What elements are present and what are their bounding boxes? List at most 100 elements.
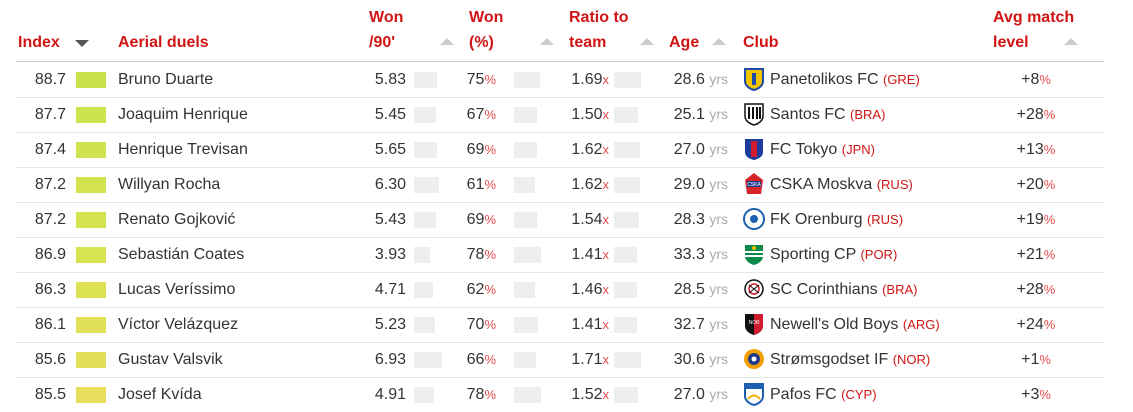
header-won-90-line2[interactable]: /90' [369, 34, 396, 51]
club-name[interactable]: SC Corinthians (BRA) [770, 272, 917, 307]
ratio-number: 1.41 [571, 316, 603, 333]
pct-unit: % [484, 282, 496, 297]
header-aerial-duels[interactable]: Aerial duels [118, 34, 209, 51]
club-name[interactable]: FC Tokyo (JPN) [770, 132, 875, 167]
ratio-bar [614, 142, 640, 158]
index-bar [76, 72, 106, 88]
header-won-90-line1[interactable]: Won [369, 9, 404, 26]
table-row[interactable]: 88.7 Bruno Duarte 5.83 75% 1.69x 28.6 yr… [16, 62, 1104, 98]
ratio-bar [614, 247, 637, 263]
table-row[interactable]: 86.3 Lucas Veríssimo 4.71 62% 1.46x 28.5… [16, 272, 1104, 308]
player-name[interactable]: Joaquim Henrique [118, 106, 248, 123]
x-unit: x [602, 387, 610, 402]
player-name[interactable]: Gustav Valsvik [118, 351, 223, 368]
pct-unit: % [1043, 142, 1056, 157]
sort-icon-ratio[interactable] [640, 38, 654, 45]
won-pct-number: 67 [466, 106, 485, 123]
table-row[interactable]: 86.1 Víctor Velázquez 5.23 70% 1.41x 32.… [16, 307, 1104, 343]
player-name[interactable]: Sebastián Coates [118, 246, 245, 263]
club-name[interactable]: Pafos FC (CYP) [770, 377, 877, 412]
table-row[interactable]: 87.2 Willyan Rocha 6.30 61% 1.62x 29.0 y… [16, 167, 1104, 203]
x-unit: x [602, 317, 610, 332]
table-row[interactable]: 85.5 Josef Kvída 4.91 78% 1.52x 27.0 yrs… [16, 377, 1104, 412]
yrs-unit: yrs [709, 71, 728, 87]
header-age[interactable]: Age [669, 34, 700, 51]
index-bar [76, 352, 106, 368]
pct-unit: % [484, 142, 496, 157]
won-pct-number: 69 [466, 211, 485, 228]
header-ratio-line1[interactable]: Ratio to [569, 9, 629, 26]
table-row[interactable]: 86.9 Sebastián Coates 3.93 78% 1.41x 33.… [16, 237, 1104, 273]
header-avg-line2[interactable]: level [993, 34, 1029, 51]
sort-icon-avg[interactable] [1064, 38, 1078, 45]
ratio-value: 1.46x [556, 272, 609, 307]
club-country: (BRA) [882, 282, 918, 297]
age-number: 25.1 [673, 106, 705, 123]
won-90-value: 5.45 [374, 106, 406, 123]
club-country: (CYP) [841, 387, 877, 402]
svg-text:NOB: NOB [749, 320, 761, 326]
table-row[interactable]: 87.4 Henrique Trevisan 5.65 69% 1.62x 27… [16, 132, 1104, 168]
pct-unit: % [1043, 247, 1056, 262]
player-name[interactable]: Renato Gojković [118, 211, 236, 228]
club-name[interactable]: Santos FC (BRA) [770, 97, 885, 132]
ratio-bar [614, 387, 638, 403]
sort-icon-won-90[interactable] [440, 38, 454, 45]
index-bar [76, 387, 106, 403]
avg-level-number: +8 [1021, 71, 1040, 88]
table-row[interactable]: 87.2 Renato Gojković 5.43 69% 1.54x 28.3… [16, 202, 1104, 238]
index-bar [76, 142, 106, 158]
club-name[interactable]: FK Orenburg (RUS) [770, 202, 903, 237]
player-name[interactable]: Willyan Rocha [118, 176, 221, 193]
player-name[interactable]: Víctor Velázquez [118, 316, 239, 333]
club-name[interactable]: Strømsgodset IF (NOR) [770, 342, 930, 377]
won-pct-bar [514, 317, 538, 333]
ratio-value: 1.69x [556, 62, 609, 97]
won-pct-bar [514, 212, 537, 228]
player-name[interactable]: Henrique Trevisan [118, 141, 248, 158]
sort-desc-icon[interactable] [75, 40, 89, 47]
club-name[interactable]: Newell's Old Boys (ARG) [770, 307, 940, 342]
header-avg-line1[interactable]: Avg match [993, 9, 1075, 26]
won-90-value: 3.93 [374, 246, 406, 263]
club-name[interactable]: Panetolikos FC (GRE) [770, 62, 920, 97]
yrs-unit: yrs [709, 351, 728, 367]
table-row[interactable]: 85.6 Gustav Valsvik 6.93 66% 1.71x 30.6 … [16, 342, 1104, 378]
header-won-pct-line1[interactable]: Won [469, 9, 504, 26]
pct-unit: % [484, 177, 496, 192]
age-value: 33.3 yrs [656, 237, 728, 272]
avg-level-number: +24 [1016, 316, 1044, 333]
avg-level-value: +28% [1016, 272, 1056, 307]
club-name[interactable]: CSKA Moskva (RUS) [770, 167, 913, 202]
header-index[interactable]: Index [18, 34, 60, 51]
club-country: (BRA) [850, 107, 886, 122]
won-90-value: 6.30 [374, 176, 406, 193]
age-value: 28.5 yrs [656, 272, 728, 307]
age-value: 25.1 yrs [656, 97, 728, 132]
sort-icon-age[interactable] [712, 38, 726, 45]
pct-unit: % [484, 317, 496, 332]
yrs-unit: yrs [709, 316, 728, 332]
won-pct-value: 69% [456, 202, 496, 237]
ratio-value: 1.62x [556, 132, 609, 167]
header-ratio-line2[interactable]: team [569, 34, 607, 51]
won-pct-value: 69% [456, 132, 496, 167]
player-name[interactable]: Lucas Veríssimo [118, 281, 236, 298]
age-number: 32.7 [673, 316, 705, 333]
club-label: Panetolikos FC [770, 71, 879, 88]
player-name[interactable]: Bruno Duarte [118, 71, 214, 88]
yrs-unit: yrs [709, 176, 728, 192]
pct-unit: % [484, 352, 496, 367]
header-won-pct-line2[interactable]: (%) [469, 34, 494, 51]
club-name[interactable]: Sporting CP (POR) [770, 237, 897, 272]
header-club[interactable]: Club [743, 34, 779, 51]
ratio-number: 1.71 [571, 351, 603, 368]
won-90-bar [414, 107, 436, 123]
table-row[interactable]: 87.7 Joaquim Henrique 5.45 67% 1.50x 25.… [16, 97, 1104, 133]
sort-icon-won-pct[interactable] [540, 38, 554, 45]
header-divider [16, 61, 1104, 62]
row-index-value: 85.5 [34, 386, 66, 403]
player-name[interactable]: Josef Kvída [118, 386, 202, 403]
won-pct-number: 69 [466, 141, 485, 158]
row-index-value: 87.2 [34, 176, 66, 193]
